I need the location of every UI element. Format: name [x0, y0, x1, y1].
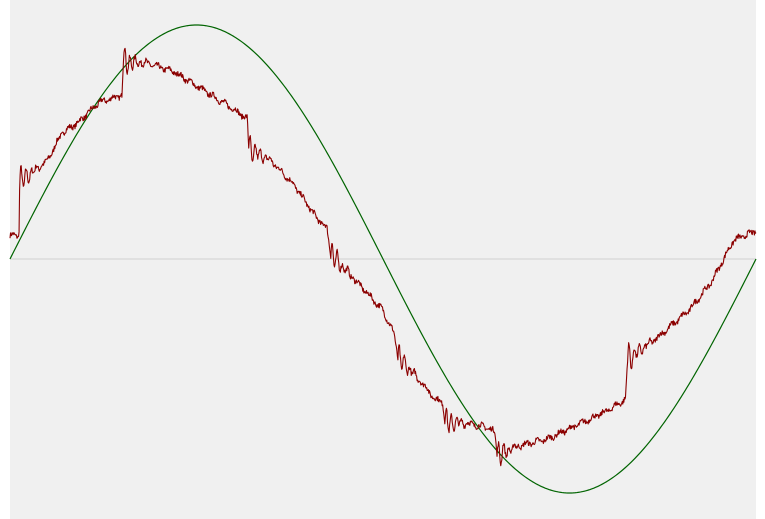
series-layer	[9, 24, 757, 494]
series-2-line	[9, 47, 757, 467]
